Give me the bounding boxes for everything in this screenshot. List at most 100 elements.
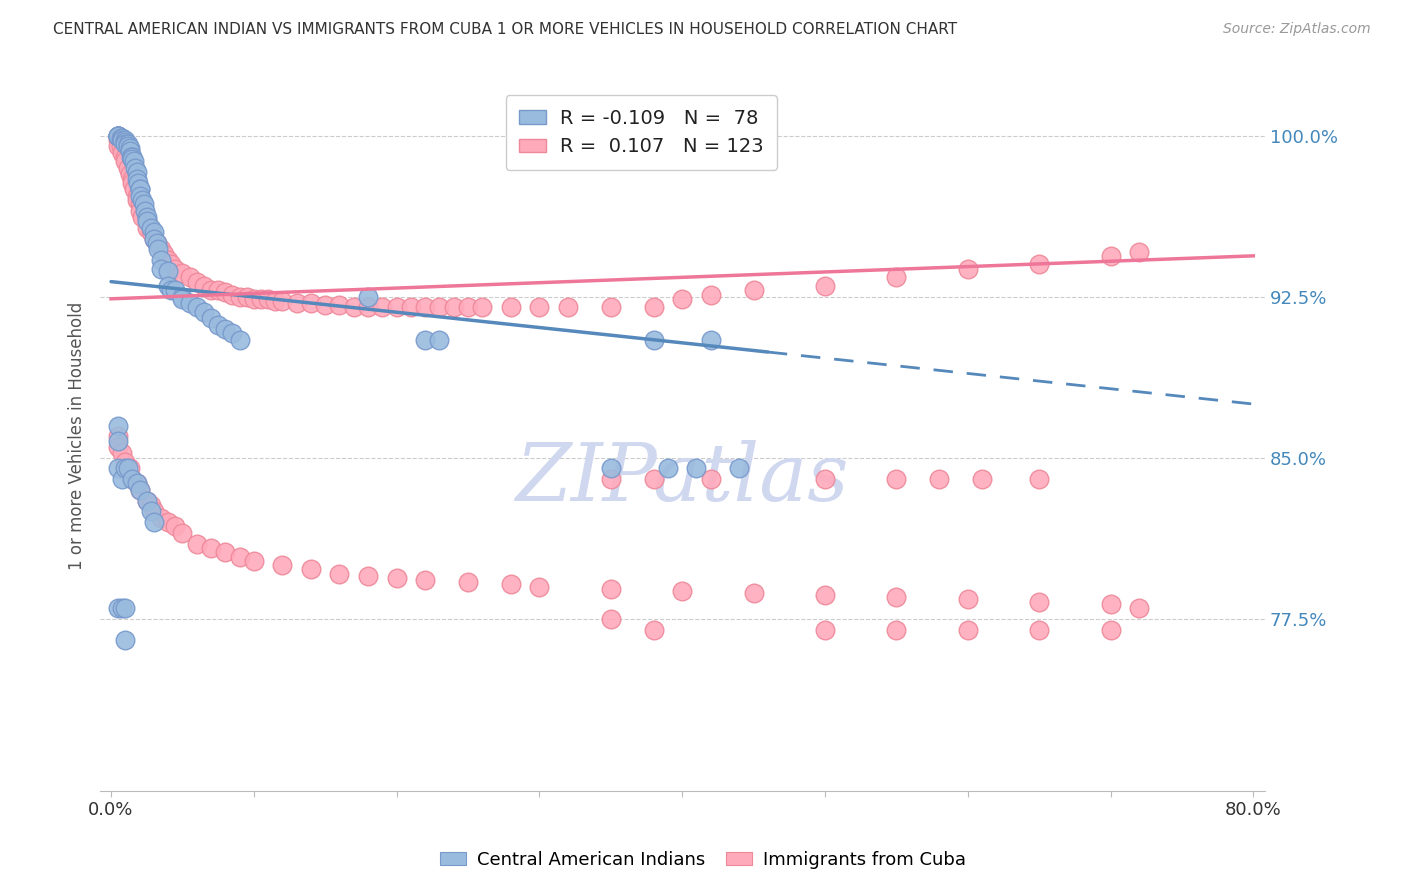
Point xyxy=(125,165,148,179)
Point xyxy=(742,283,765,297)
Point xyxy=(1028,623,1050,637)
Point xyxy=(413,573,436,587)
Point xyxy=(299,296,322,310)
Point xyxy=(165,283,187,297)
Point xyxy=(814,279,837,293)
Point xyxy=(122,154,145,169)
Point xyxy=(128,182,150,196)
Point xyxy=(128,188,150,202)
Point xyxy=(114,601,136,615)
Point xyxy=(643,301,665,315)
Point xyxy=(128,483,150,497)
Point xyxy=(243,292,266,306)
Point xyxy=(457,301,479,315)
Point xyxy=(1099,249,1122,263)
Point xyxy=(146,243,169,257)
Point xyxy=(111,472,134,486)
Point xyxy=(121,472,143,486)
Point xyxy=(111,446,134,460)
Point xyxy=(221,326,243,341)
Point xyxy=(157,253,180,268)
Point xyxy=(172,266,194,280)
Point xyxy=(529,580,551,594)
Point xyxy=(385,571,408,585)
Point xyxy=(153,246,176,260)
Point xyxy=(150,253,173,268)
Point xyxy=(117,139,139,153)
Text: ZIPatlas: ZIPatlas xyxy=(516,440,849,517)
Point xyxy=(429,333,451,347)
Point xyxy=(179,296,201,310)
Point xyxy=(111,130,134,145)
Point xyxy=(200,283,222,297)
Point xyxy=(814,472,837,486)
Point xyxy=(429,301,451,315)
Point xyxy=(110,130,132,145)
Y-axis label: 1 or more Vehicles in Household: 1 or more Vehicles in Household xyxy=(69,302,86,570)
Point xyxy=(886,623,908,637)
Point xyxy=(114,133,136,147)
Point xyxy=(328,298,350,312)
Point xyxy=(214,545,236,559)
Point xyxy=(1028,472,1050,486)
Point xyxy=(124,161,146,175)
Point xyxy=(243,554,266,568)
Point xyxy=(107,128,129,143)
Point xyxy=(150,261,173,276)
Point xyxy=(131,210,153,224)
Point xyxy=(107,128,129,143)
Point xyxy=(186,536,208,550)
Point xyxy=(385,301,408,315)
Point xyxy=(135,493,157,508)
Point xyxy=(121,150,143,164)
Point xyxy=(1099,623,1122,637)
Point xyxy=(557,301,579,315)
Text: CENTRAL AMERICAN INDIAN VS IMMIGRANTS FROM CUBA 1 OR MORE VEHICLES IN HOUSEHOLD : CENTRAL AMERICAN INDIAN VS IMMIGRANTS FR… xyxy=(53,22,957,37)
Point xyxy=(157,279,180,293)
Point xyxy=(956,261,979,276)
Point xyxy=(142,232,165,246)
Point xyxy=(928,472,950,486)
Point xyxy=(299,562,322,576)
Point xyxy=(118,167,141,181)
Point xyxy=(599,472,621,486)
Point xyxy=(139,225,162,239)
Point xyxy=(271,558,294,573)
Point xyxy=(357,301,380,315)
Point xyxy=(221,287,243,301)
Point xyxy=(657,461,679,475)
Point xyxy=(343,301,366,315)
Point xyxy=(107,429,129,443)
Point xyxy=(285,296,308,310)
Point xyxy=(117,161,139,175)
Point xyxy=(160,283,183,297)
Point xyxy=(228,333,250,347)
Point xyxy=(328,566,350,581)
Point xyxy=(114,455,136,469)
Point xyxy=(165,261,187,276)
Point xyxy=(599,582,621,596)
Point xyxy=(107,601,129,615)
Point xyxy=(114,154,136,169)
Point xyxy=(114,633,136,648)
Point xyxy=(135,221,157,235)
Point xyxy=(125,476,148,491)
Point xyxy=(131,193,153,207)
Point xyxy=(125,193,148,207)
Point xyxy=(139,221,162,235)
Point xyxy=(699,333,721,347)
Point xyxy=(110,139,132,153)
Point xyxy=(142,232,165,246)
Point xyxy=(250,292,273,306)
Point xyxy=(107,128,129,143)
Point xyxy=(114,137,136,152)
Point xyxy=(371,301,394,315)
Point xyxy=(142,225,165,239)
Point xyxy=(107,461,129,475)
Point xyxy=(157,264,180,278)
Point xyxy=(160,257,183,271)
Point xyxy=(121,171,143,186)
Point xyxy=(499,301,522,315)
Point xyxy=(125,476,148,491)
Point xyxy=(643,623,665,637)
